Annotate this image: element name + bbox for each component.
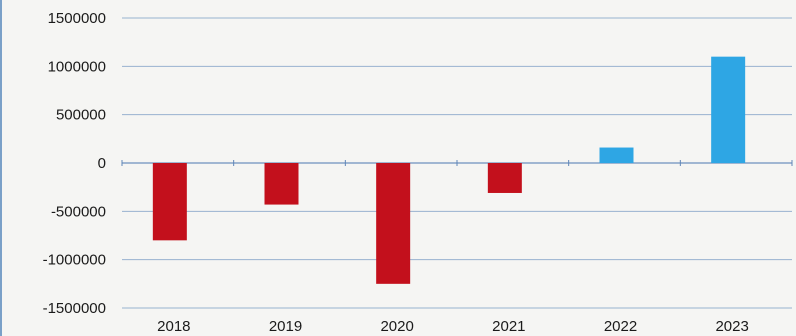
y-tick-label: 500000: [56, 107, 106, 124]
x-tick-label: 2020: [380, 318, 413, 335]
y-tick-label: 1000000: [48, 58, 106, 75]
y-tick-label: -1500000: [43, 300, 106, 317]
y-axis-tick-labels: 1500000 1000000 500000 0 -500000 -1000000 -150…: [43, 10, 106, 317]
bar-2021: [487, 163, 522, 193]
bar-2022: [599, 147, 634, 163]
y-tick-label: 0: [98, 155, 106, 172]
bar-2023: [711, 56, 746, 163]
y-tick-label: 1500000: [48, 10, 106, 27]
bar-2020: [376, 163, 411, 284]
x-tick-label: 2018: [157, 318, 190, 335]
x-tick-label: 2022: [604, 318, 637, 335]
x-tick-label: 2019: [269, 318, 302, 335]
x-tick-label: 2023: [715, 318, 748, 335]
bar-2018: [152, 163, 187, 241]
x-axis-tick-labels: 2018 2019 2020 2021 2022 2023: [157, 318, 749, 335]
y-tick-label: -500000: [51, 203, 106, 220]
y-tick-label: -1000000: [43, 252, 106, 269]
x-tick-label: 2021: [492, 318, 525, 335]
gridlines: [121, 17, 793, 309]
bars: [152, 56, 746, 284]
bar-2019: [264, 163, 299, 205]
